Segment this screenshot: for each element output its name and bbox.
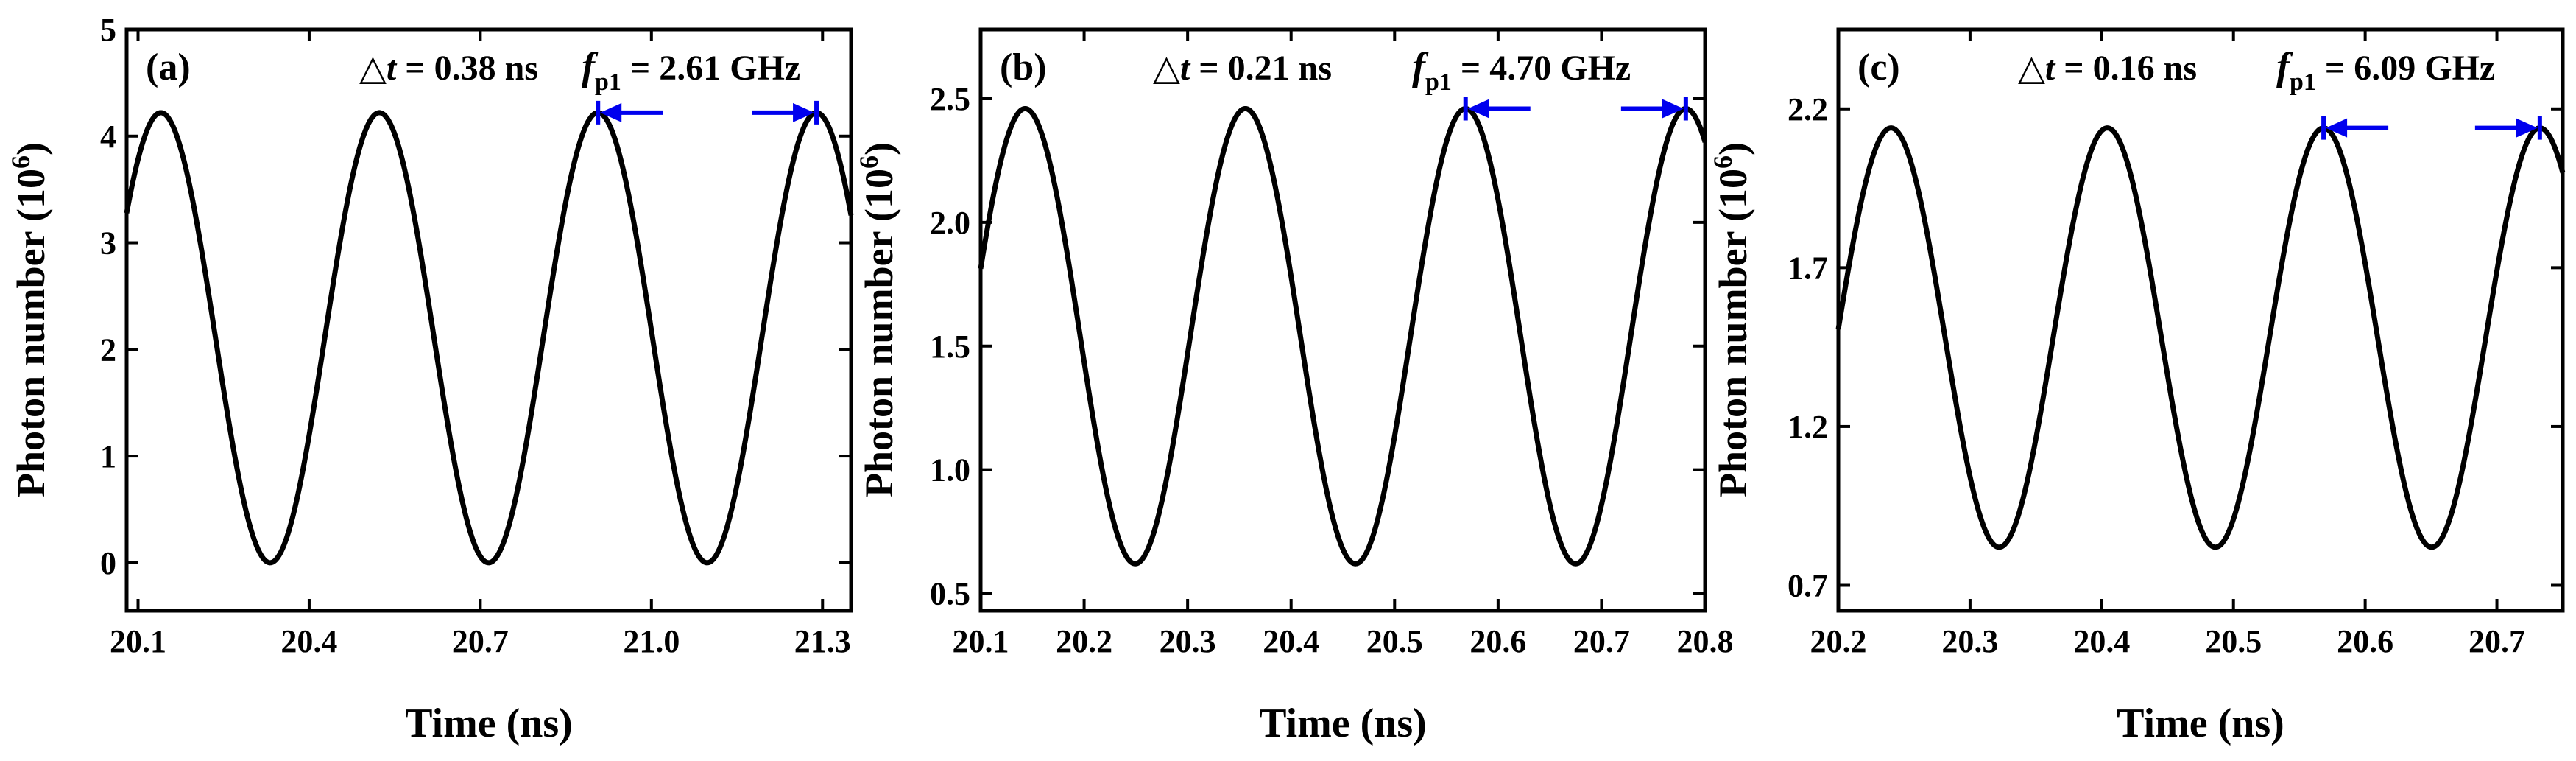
x-tick-label: 20.7 — [452, 623, 509, 659]
x-tick-label: 20.6 — [2337, 623, 2393, 659]
chart-panel-b: 20.1 20.2 20.3 20.4 20.5 20.6 20.7 20.8 0.5 1.0 1.… — [854, 27, 1734, 746]
x-tick-label: 20.3 — [1941, 623, 1998, 659]
x-tick-label: 20.4 — [1263, 623, 1319, 659]
frequency-annotation: fp1 = 2.61 GHz — [582, 44, 800, 96]
y-tick-label: 2.0 — [930, 205, 970, 241]
x-tick-label: 20.4 — [280, 623, 337, 659]
y-axis-label: Photon number (106) — [6, 142, 53, 497]
x-tick-label: 20.1 — [953, 623, 1009, 659]
period-arrow-left-head — [1467, 99, 1489, 119]
panel-label: (b) — [1000, 46, 1047, 88]
photon-number-curve — [1835, 125, 2566, 550]
photon-number-curve — [124, 110, 854, 566]
y-tick-label: 3 — [100, 225, 116, 262]
x-tick-label: 20.2 — [1810, 623, 1867, 659]
panel-label: (c) — [1857, 46, 1900, 88]
chart-panel-c: 20.2 20.3 20.4 20.5 20.6 20.7 0.7 1.2 1.7 2.2 (c)… — [1708, 27, 2566, 746]
chart-panel-a: 20.1 20.4 20.7 21.0 21.3 0 1 2 3 4 5 (a) △t = 0.38… — [6, 12, 854, 746]
x-axis-label: Time (ns) — [1259, 701, 1427, 746]
y-tick-label: 5 — [100, 12, 116, 48]
delta-t-annotation: △t = 0.38 ns — [359, 49, 538, 88]
y-tick-label: 2.5 — [930, 81, 970, 117]
y-tick-label: 1.2 — [1788, 409, 1828, 445]
x-tick-label: 20.7 — [1573, 623, 1630, 659]
y-tick-label: 2.2 — [1788, 91, 1828, 127]
y-tick-label: 4 — [100, 119, 116, 155]
photon-number-curve — [978, 105, 1708, 567]
y-tick-label: 0.7 — [1788, 568, 1828, 604]
period-arrow-right-head — [1662, 99, 1684, 119]
panel-label: (a) — [146, 46, 191, 88]
y-tick-label: 1.5 — [930, 329, 970, 365]
y-tick-label: 0 — [100, 545, 116, 581]
x-tick-label: 20.1 — [110, 623, 166, 659]
plot-frame — [1836, 27, 2565, 613]
x-tick-label: 20.8 — [1677, 623, 1734, 659]
x-axis-label: Time (ns) — [2117, 701, 2284, 746]
y-tick-label: 2 — [100, 332, 116, 368]
delta-t-annotation: △t = 0.21 ns — [1153, 49, 1332, 88]
period-arrow-right-head — [793, 102, 815, 122]
y-tick-label: 0.5 — [930, 575, 970, 611]
y-axis-label: Photon number (106) — [854, 142, 901, 497]
frequency-annotation: fp1 = 6.09 GHz — [2276, 44, 2495, 96]
delta-t-annotation: △t = 0.16 ns — [2018, 49, 2197, 88]
y-axis-label: Photon number (106) — [1708, 142, 1755, 497]
x-tick-label: 21.3 — [794, 623, 851, 659]
x-tick-label: 20.2 — [1056, 623, 1112, 659]
x-tick-label: 20.6 — [1469, 623, 1526, 659]
y-tick-label: 1.7 — [1788, 250, 1828, 286]
plot-frame — [978, 27, 1707, 613]
y-tick-label: 1 — [100, 438, 116, 474]
period-arrow-left-head — [600, 102, 622, 122]
x-tick-label: 21.0 — [623, 623, 680, 659]
x-tick-label: 20.5 — [2205, 623, 2262, 659]
y-tick-label: 1.0 — [930, 452, 970, 488]
frequency-annotation: fp1 = 4.70 GHz — [1412, 44, 1631, 96]
period-arrow-left-head — [2326, 118, 2348, 138]
period-arrow-right-head — [2516, 118, 2538, 138]
x-tick-label: 20.4 — [2073, 623, 2130, 659]
plot-frame — [124, 27, 853, 613]
x-tick-label: 20.7 — [2469, 623, 2525, 659]
x-tick-label: 20.3 — [1160, 623, 1216, 659]
x-axis-label: Time (ns) — [405, 701, 573, 746]
x-tick-label: 20.5 — [1366, 623, 1423, 659]
